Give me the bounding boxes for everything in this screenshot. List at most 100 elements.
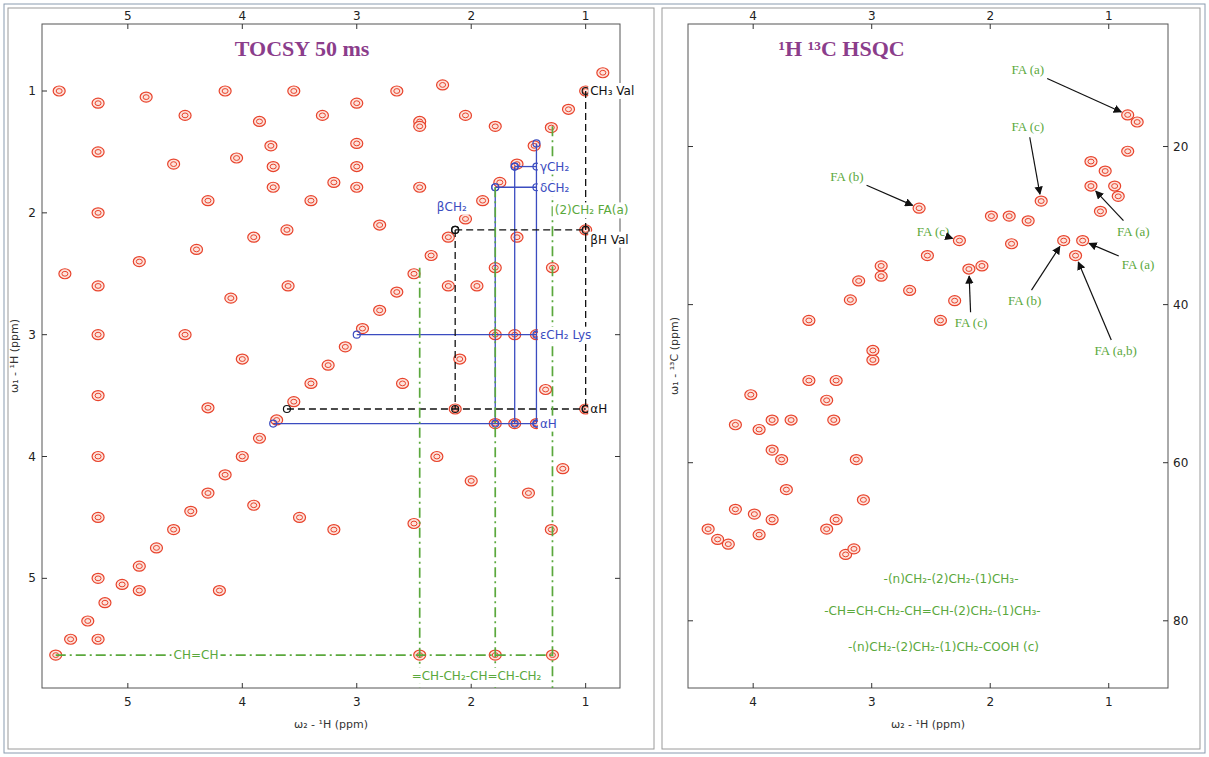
peak-contour-outer [397, 378, 409, 388]
peak-contour-inner [916, 206, 922, 211]
assignment-marker [452, 405, 459, 412]
figure: 554433221112345ω₂ - ¹H (ppm)ω₁ - ¹H (ppm… [0, 0, 1209, 757]
peak [351, 138, 363, 148]
peak-contour-inner [182, 332, 188, 337]
peak-contour-inner [136, 588, 142, 593]
x-tick [585, 24, 586, 29]
label-patch [538, 416, 559, 432]
peak-contour-outer [722, 539, 734, 549]
peak-contour-inner [860, 497, 866, 502]
peak-contour-inner [268, 143, 274, 148]
peak [328, 525, 340, 535]
annotation-label: αH [540, 417, 557, 431]
peak [753, 530, 765, 540]
peak-contour-inner [136, 259, 142, 264]
peak-contour-inner [831, 418, 837, 423]
peak-contour-outer [92, 330, 104, 340]
peak [1058, 236, 1070, 246]
peak [92, 391, 104, 401]
peak [202, 403, 214, 413]
peak-contour-inner [188, 509, 194, 514]
peak-contour-inner [194, 247, 200, 252]
peak [92, 512, 104, 522]
peak-contour-inner [95, 284, 101, 289]
peak-contour-outer [231, 153, 243, 163]
peak [408, 519, 420, 529]
peak-contour-inner [1125, 113, 1131, 118]
peak [213, 586, 225, 596]
peak-contour-inner [171, 527, 177, 532]
label-patch [172, 647, 221, 663]
peak [803, 315, 815, 325]
peak [92, 452, 104, 462]
peak-contour-inner [769, 517, 775, 522]
x-tick [242, 24, 243, 29]
peak-contour-outer [522, 488, 534, 498]
y-tick [688, 146, 693, 147]
panel-frame [8, 8, 654, 749]
label-patch [410, 668, 544, 684]
peak-contour-inner [291, 89, 297, 94]
peak [949, 296, 961, 306]
peak [248, 500, 260, 510]
peak-contour-inner [779, 457, 785, 462]
x-tick-label: 3 [868, 695, 876, 709]
peak-contour-outer [265, 141, 277, 151]
peak-contour-inner [331, 180, 337, 185]
peak-contour-inner [205, 405, 211, 410]
peak [913, 203, 925, 213]
peak-contour-inner [1134, 120, 1140, 125]
x-tick [871, 683, 872, 688]
peak [1112, 191, 1124, 201]
peak-contour-outer [408, 269, 420, 279]
peak-contour-inner [285, 284, 291, 289]
peak-contour-inner [952, 298, 958, 303]
peak-contour-outer [821, 395, 833, 405]
peak-contour-outer [748, 509, 760, 519]
peak [545, 525, 557, 535]
peak-contour-inner [1097, 209, 1103, 214]
peak [528, 141, 540, 151]
peak [766, 415, 778, 425]
annotation-label: βH Val [590, 233, 628, 247]
x-tick-label: 1 [1105, 9, 1113, 23]
label-patch [953, 314, 990, 331]
annotations: FA (a)FA (c)FA (b)FA (a)FA (c)FA (a)FA (… [822, 61, 1156, 655]
peak-contour-inner [878, 274, 884, 279]
peak [328, 177, 340, 187]
peak-contour-outer [821, 524, 833, 534]
chart-title: TOCSY 50 ms [235, 36, 370, 61]
annotation-arrow [867, 185, 913, 205]
peak-contour-outer [442, 281, 454, 291]
label-patch [882, 571, 1021, 587]
peak [231, 153, 243, 163]
peak-contour-inner [878, 263, 884, 268]
annotation-label: FA (a) [1122, 257, 1155, 272]
peak-contour-inner [548, 125, 554, 130]
peak [729, 420, 741, 430]
peak-contour-inner [319, 113, 325, 118]
peak-contour-inner [205, 491, 211, 496]
peak [875, 271, 887, 281]
y-tick-label: 80 [1173, 614, 1188, 628]
peak-contour-outer [1022, 216, 1034, 226]
assignment-line [357, 334, 537, 335]
peak [191, 244, 203, 254]
peak-contour-inner [239, 357, 245, 362]
peak-contour-inner [751, 512, 757, 517]
peak-contour-inner [833, 517, 839, 522]
peak-contour-outer [489, 121, 501, 131]
peak [785, 415, 797, 425]
peak-contour-outer [1085, 157, 1097, 167]
peak-contour-outer [202, 196, 214, 206]
label-patch [846, 639, 1041, 655]
peak-contour-inner [354, 141, 360, 146]
peak-contour-inner [153, 545, 159, 550]
peak [133, 561, 145, 571]
peak-contour-outer [99, 598, 111, 608]
peak-contour-inner [411, 521, 417, 526]
peak-contour-outer [1112, 191, 1124, 201]
peak-contour-outer [185, 506, 197, 516]
annotation-label: FA (c) [1012, 119, 1045, 134]
peak [853, 276, 865, 286]
